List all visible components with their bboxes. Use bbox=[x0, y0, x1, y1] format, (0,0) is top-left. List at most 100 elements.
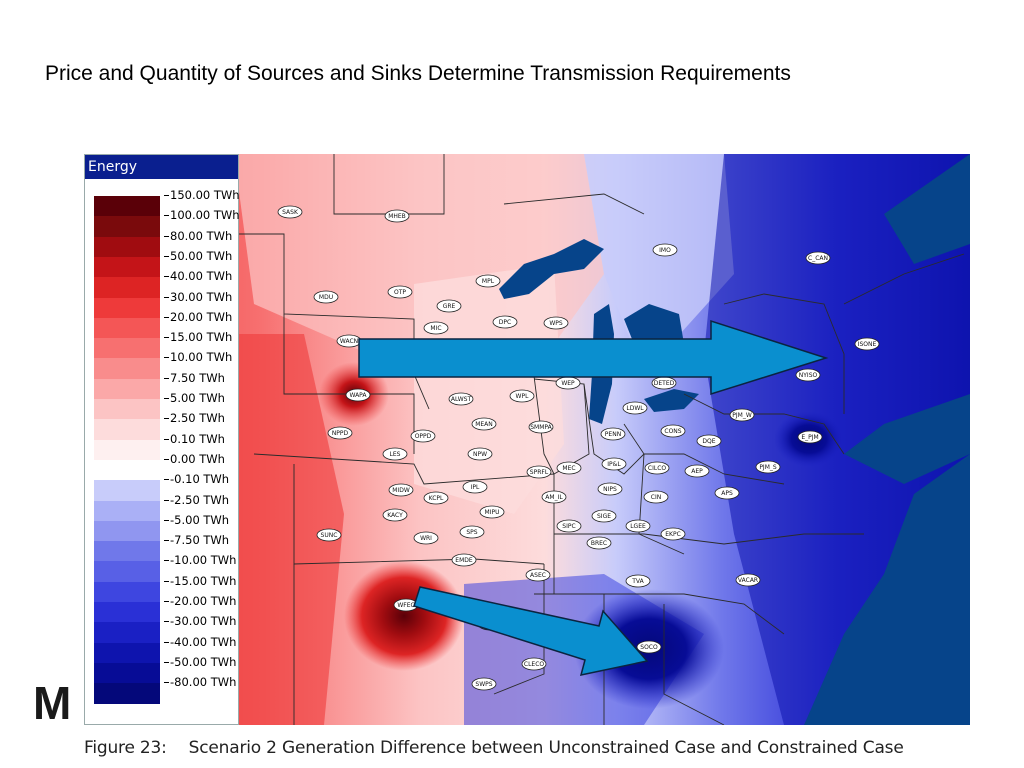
legend-swatch bbox=[94, 541, 160, 562]
map-node-oval bbox=[600, 427, 626, 441]
legend-swatch bbox=[94, 622, 160, 644]
map-node-label: SUNC bbox=[321, 532, 338, 539]
map-node: NPW bbox=[467, 447, 493, 461]
legend-swatch bbox=[94, 683, 160, 704]
map-node-label: SIPC bbox=[562, 523, 575, 530]
map-node-label: SMMPA bbox=[530, 424, 552, 431]
legend-swatch bbox=[94, 419, 160, 441]
map-node-label: NYISO bbox=[799, 372, 818, 379]
border-line bbox=[293, 464, 545, 565]
map-node: SUNC bbox=[316, 528, 342, 542]
map-node-oval bbox=[696, 434, 722, 448]
legend-label: -2.50 TWh bbox=[164, 493, 229, 507]
map-node: NIPS bbox=[597, 482, 623, 496]
flow-arrow-east bbox=[358, 319, 829, 396]
map-node-oval bbox=[755, 460, 781, 474]
map-node-label: NPPD bbox=[332, 430, 349, 437]
legend-swatch bbox=[94, 581, 160, 603]
flow-arrow-east-shape bbox=[358, 319, 829, 396]
map-node: IMO bbox=[652, 243, 678, 257]
legend-label: -5.00 TWh bbox=[164, 513, 229, 527]
map-node-oval bbox=[854, 337, 880, 351]
map-node-label: WRI bbox=[420, 535, 432, 542]
figure-caption-text: Scenario 2 Generation Difference between… bbox=[188, 738, 904, 758]
map-node: CILCO bbox=[644, 461, 670, 475]
border-line bbox=[503, 193, 645, 215]
legend-label: 80.00 TWh bbox=[164, 229, 232, 243]
map-node-label: SPS bbox=[466, 529, 477, 536]
map-node: ASEC bbox=[525, 568, 551, 582]
legend-swatch bbox=[94, 662, 160, 684]
map-node-oval bbox=[467, 447, 493, 461]
midwest-pale-zone bbox=[414, 264, 564, 514]
map-node-oval bbox=[556, 519, 582, 533]
source-hotspot-south bbox=[344, 561, 464, 671]
legend-swatch bbox=[94, 500, 160, 522]
map-node-oval bbox=[471, 677, 497, 691]
map-node-oval bbox=[528, 420, 554, 434]
map-node-label: DPC bbox=[499, 319, 511, 326]
legend-label: 5.00 TWh bbox=[164, 392, 225, 405]
border-line bbox=[723, 293, 845, 414]
map-node-oval bbox=[601, 457, 627, 471]
map-node-label: WAPA bbox=[349, 392, 367, 399]
map-node: IPL bbox=[462, 480, 488, 494]
map-node: CIN bbox=[643, 490, 669, 504]
map-node: SIGE bbox=[591, 509, 617, 523]
border-line bbox=[683, 393, 845, 455]
border-line bbox=[663, 604, 725, 725]
map-node: WACN bbox=[336, 334, 362, 348]
border-line bbox=[843, 253, 965, 305]
map-node: AM_IL bbox=[541, 490, 567, 504]
figure-caption: Figure 23: Scenario 2 Generation Differen… bbox=[84, 738, 904, 758]
map-node-label: LGEE bbox=[630, 523, 646, 530]
map-node-oval bbox=[387, 285, 413, 299]
legend-swatch bbox=[94, 561, 160, 583]
map-node: NPPD bbox=[327, 426, 353, 440]
legend-label: 2.50 TWh bbox=[164, 412, 225, 425]
map-node-label: WPL bbox=[516, 393, 530, 400]
map-node-label: EKPC bbox=[665, 531, 681, 538]
map-node: SOCO bbox=[636, 640, 662, 654]
map-node-oval bbox=[622, 401, 648, 415]
map-node: PENN bbox=[600, 427, 626, 441]
map-node-oval bbox=[625, 574, 651, 588]
map-node-label: C_CAN bbox=[808, 255, 828, 262]
lake-superior bbox=[499, 239, 604, 299]
map-node-oval bbox=[327, 426, 353, 440]
map-node-label: PJM_S bbox=[759, 464, 777, 471]
legend-label: 0.00 TWh bbox=[164, 452, 225, 466]
map-node-label: DQE bbox=[702, 438, 715, 445]
legend-swatch bbox=[94, 480, 160, 501]
legend-swatch bbox=[94, 277, 160, 298]
map-node-label: IMO bbox=[659, 247, 671, 254]
map-node: AEP bbox=[684, 464, 710, 478]
map-node: E_PJM bbox=[797, 430, 823, 444]
map-node-oval bbox=[660, 424, 686, 438]
map-node-oval bbox=[526, 465, 552, 479]
map-node-label: VACAR bbox=[738, 577, 758, 584]
legend-label: -10.00 TWh bbox=[164, 554, 236, 567]
map-node-label: MIPU bbox=[485, 509, 500, 516]
energy-difference-map: SASK MHEB MDU OTP GRE MPL DPC WPS MIC IMO C_CAN ISO… bbox=[84, 154, 970, 725]
map-node-oval bbox=[423, 321, 449, 335]
map-node: APS bbox=[714, 486, 740, 500]
map-node: SASK bbox=[277, 205, 303, 219]
map-node: LDWL bbox=[622, 401, 648, 415]
map-node: CLECO bbox=[521, 657, 547, 671]
map-node-label: SWPS bbox=[475, 681, 492, 688]
map-node-label: LDWL bbox=[626, 405, 644, 412]
map-node-oval bbox=[451, 553, 477, 567]
map-node-label: SIGE bbox=[597, 513, 611, 520]
map-node-label: LES bbox=[390, 451, 401, 458]
map-node: DPC bbox=[492, 315, 518, 329]
slide-title: Price and Quantity of Sources and Sinks … bbox=[45, 62, 791, 85]
map-node-oval bbox=[586, 536, 612, 550]
map-node-label: MIC bbox=[430, 325, 441, 332]
map-node-oval bbox=[459, 525, 485, 539]
legend-label: 40.00 TWh bbox=[164, 270, 232, 283]
map-node: BREC bbox=[586, 536, 612, 550]
legend-label: -7.50 TWh bbox=[164, 534, 229, 547]
map-node: OPPD bbox=[410, 429, 436, 443]
map-node-oval bbox=[805, 251, 831, 265]
